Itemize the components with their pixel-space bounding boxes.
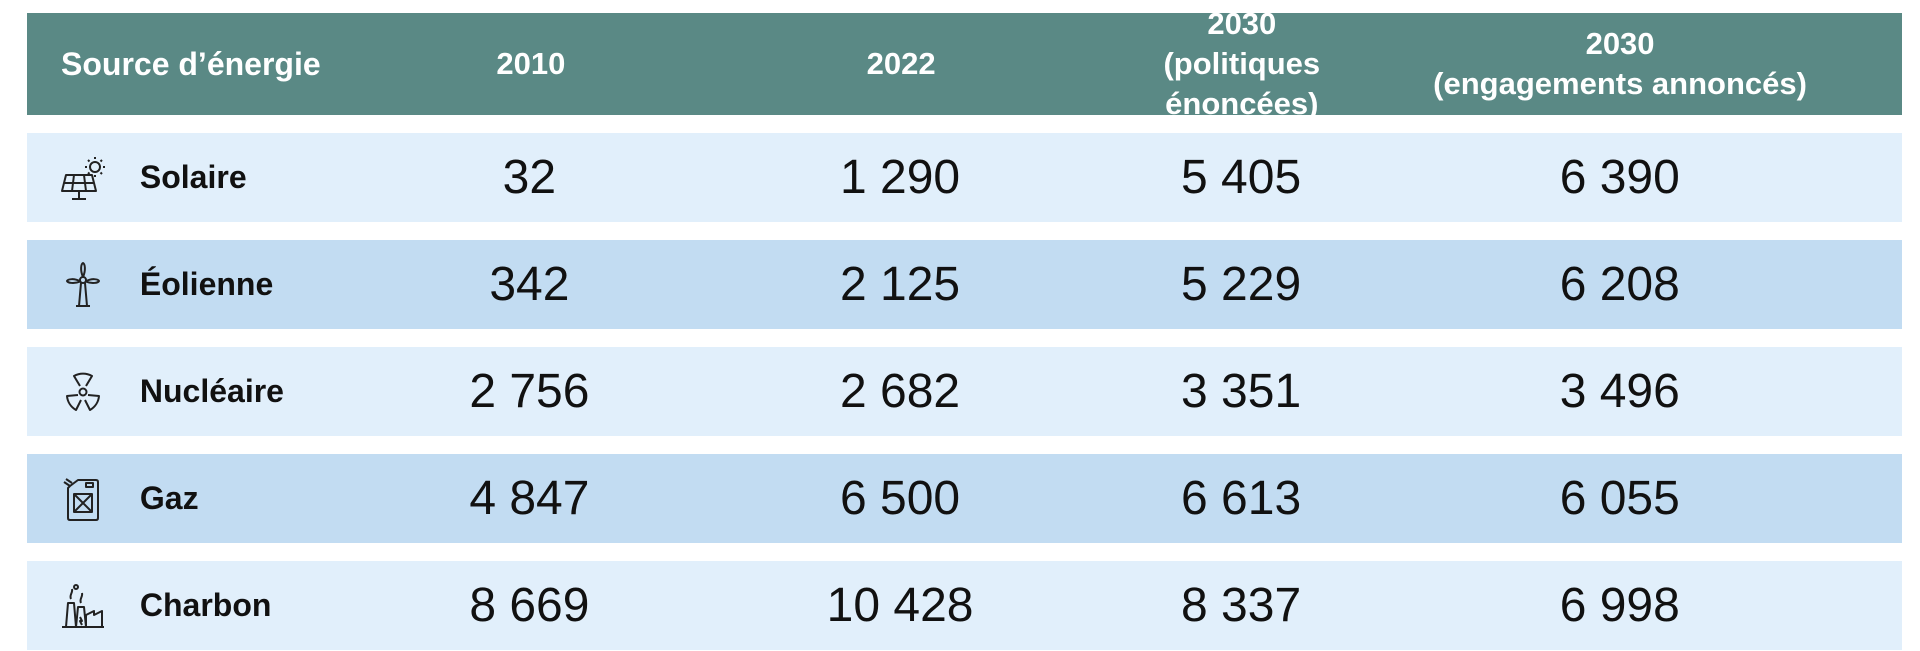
header-source-label: Source d’énergie bbox=[61, 46, 321, 82]
value-2030-stated: 5 405 bbox=[1181, 151, 1302, 204]
header-2030-pledged-year: 2030 bbox=[1585, 26, 1655, 61]
wind-turbine-icon bbox=[27, 240, 140, 329]
value-2030-stated: 8 337 bbox=[1181, 579, 1302, 632]
header-2030-stated-year: 2030 bbox=[1207, 6, 1277, 41]
value-2030-stated: 3 351 bbox=[1181, 365, 1302, 418]
row-label: Éolienne bbox=[139, 266, 274, 302]
value-2030-pledged: 3 496 bbox=[1559, 365, 1680, 418]
value-2022: 6 500 bbox=[839, 472, 961, 525]
value-2030-stated: 6 613 bbox=[1181, 472, 1302, 525]
coal-factory-icon bbox=[27, 561, 140, 650]
value-2030-pledged: 6 998 bbox=[1559, 579, 1680, 632]
value-2030-pledged: 6 208 bbox=[1559, 258, 1680, 311]
value-2022: 2 682 bbox=[839, 365, 961, 418]
table-row: Charbon 8 669 10 428 8 337 6 998 bbox=[27, 561, 1902, 650]
value-2022: 1 290 bbox=[839, 151, 961, 204]
header-2030-pledged: 2030 (engagements annoncés) bbox=[1338, 24, 1902, 104]
value-2022: 10 428 bbox=[826, 579, 974, 632]
table-row: Gaz 4 847 6 500 6 613 6 055 bbox=[27, 454, 1902, 543]
header-2030-pledged-sub: (engagements annoncés) bbox=[1433, 66, 1807, 101]
table-row: Nucléaire 2 756 2 682 3 351 3 496 bbox=[27, 347, 1902, 436]
header-2030-stated: 2030 (politiques énoncées) bbox=[1145, 4, 1338, 124]
row-label: Gaz bbox=[139, 480, 199, 516]
value-2010: 32 bbox=[502, 151, 557, 204]
header-2022: 2022 bbox=[657, 44, 1146, 84]
row-label: Nucléaire bbox=[139, 373, 284, 409]
header-2010: 2010 bbox=[405, 44, 657, 84]
solar-panel-icon bbox=[27, 133, 140, 222]
energy-table: Source d’énergie 2010 2022 2030 (politiq… bbox=[27, 6, 1902, 650]
header-2022-label: 2022 bbox=[866, 46, 936, 81]
table-row: Solaire 32 1 290 5 405 6 390 bbox=[27, 133, 1902, 222]
table-header: Source d’énergie 2010 2022 2030 (politiq… bbox=[27, 6, 1902, 121]
value-2030-pledged: 6 055 bbox=[1559, 472, 1680, 525]
value-2010: 4 847 bbox=[469, 472, 590, 525]
value-2010: 342 bbox=[489, 258, 570, 311]
header-2010-label: 2010 bbox=[496, 46, 566, 81]
header-source: Source d’énergie bbox=[27, 44, 405, 84]
value-2030-pledged: 6 390 bbox=[1559, 151, 1680, 204]
row-label: Solaire bbox=[139, 159, 247, 195]
value-2022: 2 125 bbox=[839, 258, 961, 311]
value-2010: 8 669 bbox=[469, 579, 590, 632]
table-row: Éolienne 342 2 125 5 229 6 208 bbox=[27, 240, 1902, 329]
nuclear-icon bbox=[27, 347, 140, 436]
value-2030-stated: 5 229 bbox=[1181, 258, 1302, 311]
row-label: Charbon bbox=[139, 587, 272, 623]
value-2010: 2 756 bbox=[469, 365, 590, 418]
header-2030-stated-sub: (politiques énoncées) bbox=[1163, 46, 1321, 121]
gas-canister-icon bbox=[27, 454, 140, 543]
